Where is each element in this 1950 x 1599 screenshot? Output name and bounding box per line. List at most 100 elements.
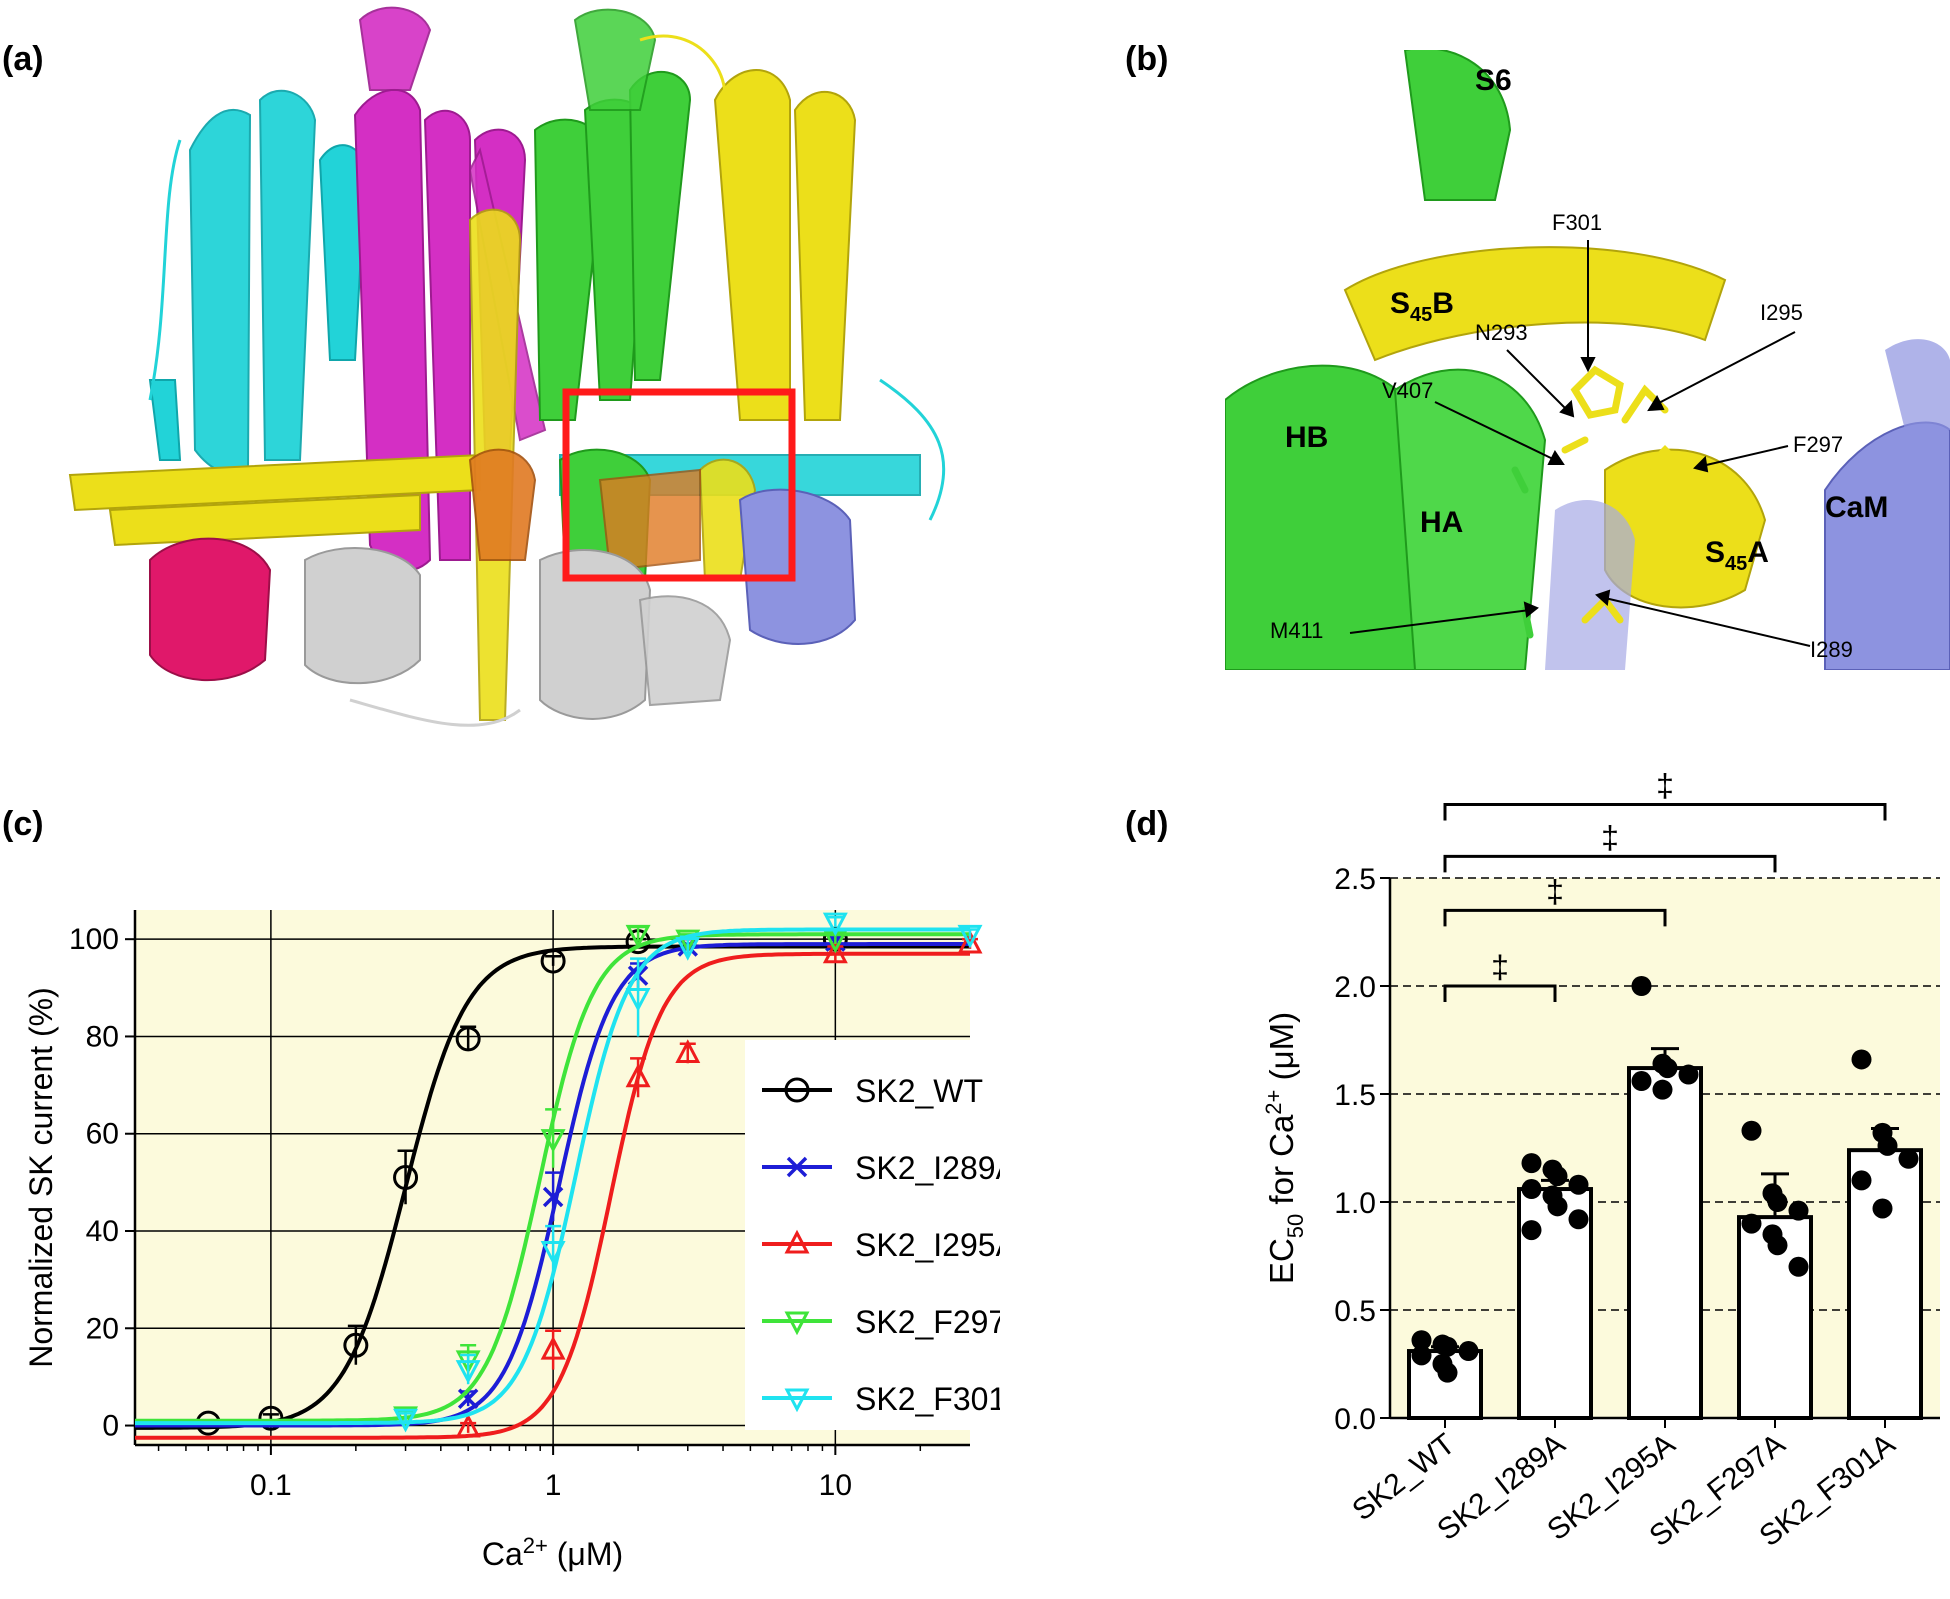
significance-mark: ‡ (1601, 819, 1619, 855)
data-point (1568, 1209, 1589, 1230)
data-point (822, 939, 848, 964)
data-point (1788, 1200, 1809, 1221)
legend-marker (786, 1156, 808, 1178)
data-point (1437, 1362, 1458, 1383)
data-point (1547, 1196, 1568, 1217)
data-point (1741, 1213, 1762, 1234)
structure-overview-image (68, 6, 946, 727)
data-point (393, 1408, 419, 1433)
ribbon-orange-domain (468, 448, 701, 572)
data-point (1521, 1220, 1542, 1241)
error-bar (460, 1421, 477, 1433)
legend-marker (784, 1311, 810, 1336)
fit-curve-sk2-f301a (135, 927, 970, 1426)
error-bar (545, 954, 562, 966)
y-tick-label: 2.5 (1334, 863, 1376, 896)
label-hb: HB (1285, 421, 1328, 454)
legend-marker (784, 1388, 810, 1413)
y-axis-label: Normalized SK current (%) (23, 987, 59, 1368)
panel-label-a: (a) (2, 40, 44, 78)
error-bar (545, 1224, 562, 1275)
data-point (1631, 1071, 1652, 1092)
data-point (1851, 1049, 1872, 1070)
y-tick-label: 1.5 (1334, 1079, 1376, 1112)
bar (1627, 1066, 1703, 1420)
ribbon-yellow-subunit (68, 69, 857, 721)
data-point (1458, 1341, 1479, 1362)
bracket-line (1443, 984, 1557, 1002)
label-f301: F301 (1552, 210, 1602, 235)
error-bar (397, 1412, 414, 1424)
label-n293: N293 (1475, 320, 1528, 345)
legend: SK2_WT SK2_I289A SK2_I295A SK2_F297A SK2_F30… (745, 1040, 1000, 1430)
data-point (1741, 1120, 1762, 1141)
bracket-line (1443, 803, 1887, 821)
y-tick-label: 80 (86, 1020, 119, 1053)
x-axis-label: Ca2+ (μM) (482, 1533, 623, 1572)
data-point (1851, 1170, 1872, 1191)
data-point (455, 1360, 481, 1384)
data-point (675, 936, 701, 961)
y-tick-label: 40 (86, 1215, 119, 1248)
y-tick-label: 60 (86, 1118, 119, 1151)
data-point (1767, 1235, 1788, 1256)
data-point (1898, 1148, 1919, 1169)
data-point (957, 924, 983, 949)
label-cam: CaM (1825, 491, 1888, 524)
label-ha: HA (1420, 506, 1463, 539)
zoom-ribbons (1225, 50, 1950, 670)
ribbon-cyan-subunit (148, 89, 921, 496)
x-tick-label: 1 (545, 1469, 562, 1502)
structure-zoom-image: S6 F301 I295 N293 V407 F297 HB HA CaM M4… (1225, 50, 1950, 670)
data-point (1568, 1174, 1589, 1195)
ribbon-loops (148, 34, 946, 727)
bracket-line (1443, 854, 1777, 873)
bar (1847, 1148, 1923, 1421)
series-sk2-f301a (135, 912, 983, 1433)
significance-bracket: ‡ (1443, 949, 1557, 1002)
label-s45a: S45A (1705, 536, 1769, 575)
panel-label-b: (b) (1125, 40, 1169, 78)
dose-response-chart: 0 20 40 60 80 100 0.1 1 10 Normalized SK current … (23, 910, 1000, 1572)
data-point (1521, 1179, 1542, 1200)
label-v407: V407 (1382, 378, 1433, 403)
data-point (675, 929, 701, 954)
significance-mark: ‡ (1491, 949, 1509, 985)
data-point (1437, 1336, 1458, 1357)
error-bar (679, 935, 696, 957)
ribbon-deeppink-domain (149, 537, 272, 681)
data-point (1767, 1192, 1788, 1212)
label-i289: I289 (1810, 637, 1853, 662)
data-point (625, 988, 651, 1012)
series-sk2-f297a (135, 924, 970, 1431)
legend-label: SK2_I295A (855, 1227, 1000, 1263)
data-point (540, 1335, 566, 1360)
y-tick-label: 1.0 (1334, 1187, 1376, 1220)
data-point (1411, 1330, 1432, 1351)
data-point (1631, 976, 1652, 996)
significance-bracket: ‡ (1443, 768, 1887, 821)
bracket-line (1443, 908, 1667, 927)
data-point (457, 1388, 479, 1410)
data-point (1678, 1064, 1699, 1085)
y-tick-label: 2.0 (1334, 971, 1376, 1004)
significance-mark: ‡ (1546, 873, 1564, 909)
series-sk2-i295a (135, 929, 983, 1440)
legend-label: SK2_F297A (855, 1304, 1000, 1340)
y-tick-label: 20 (86, 1312, 119, 1345)
data-point (540, 948, 566, 974)
data-point (258, 1405, 284, 1431)
panel-label-c: (c) (2, 805, 44, 843)
label-s6: S6 (1475, 64, 1512, 97)
pointer-arrows (1349, 240, 1811, 647)
x-tick-label: 0.1 (250, 1469, 292, 1502)
error-bar (827, 916, 844, 928)
data-point (1877, 1135, 1898, 1156)
data-point (1521, 1153, 1542, 1174)
data-point (1788, 1256, 1809, 1277)
data-point (1411, 1345, 1432, 1366)
label-s45b: S45B (1390, 287, 1454, 326)
data-point (675, 1039, 701, 1063)
data-point (455, 1413, 481, 1438)
